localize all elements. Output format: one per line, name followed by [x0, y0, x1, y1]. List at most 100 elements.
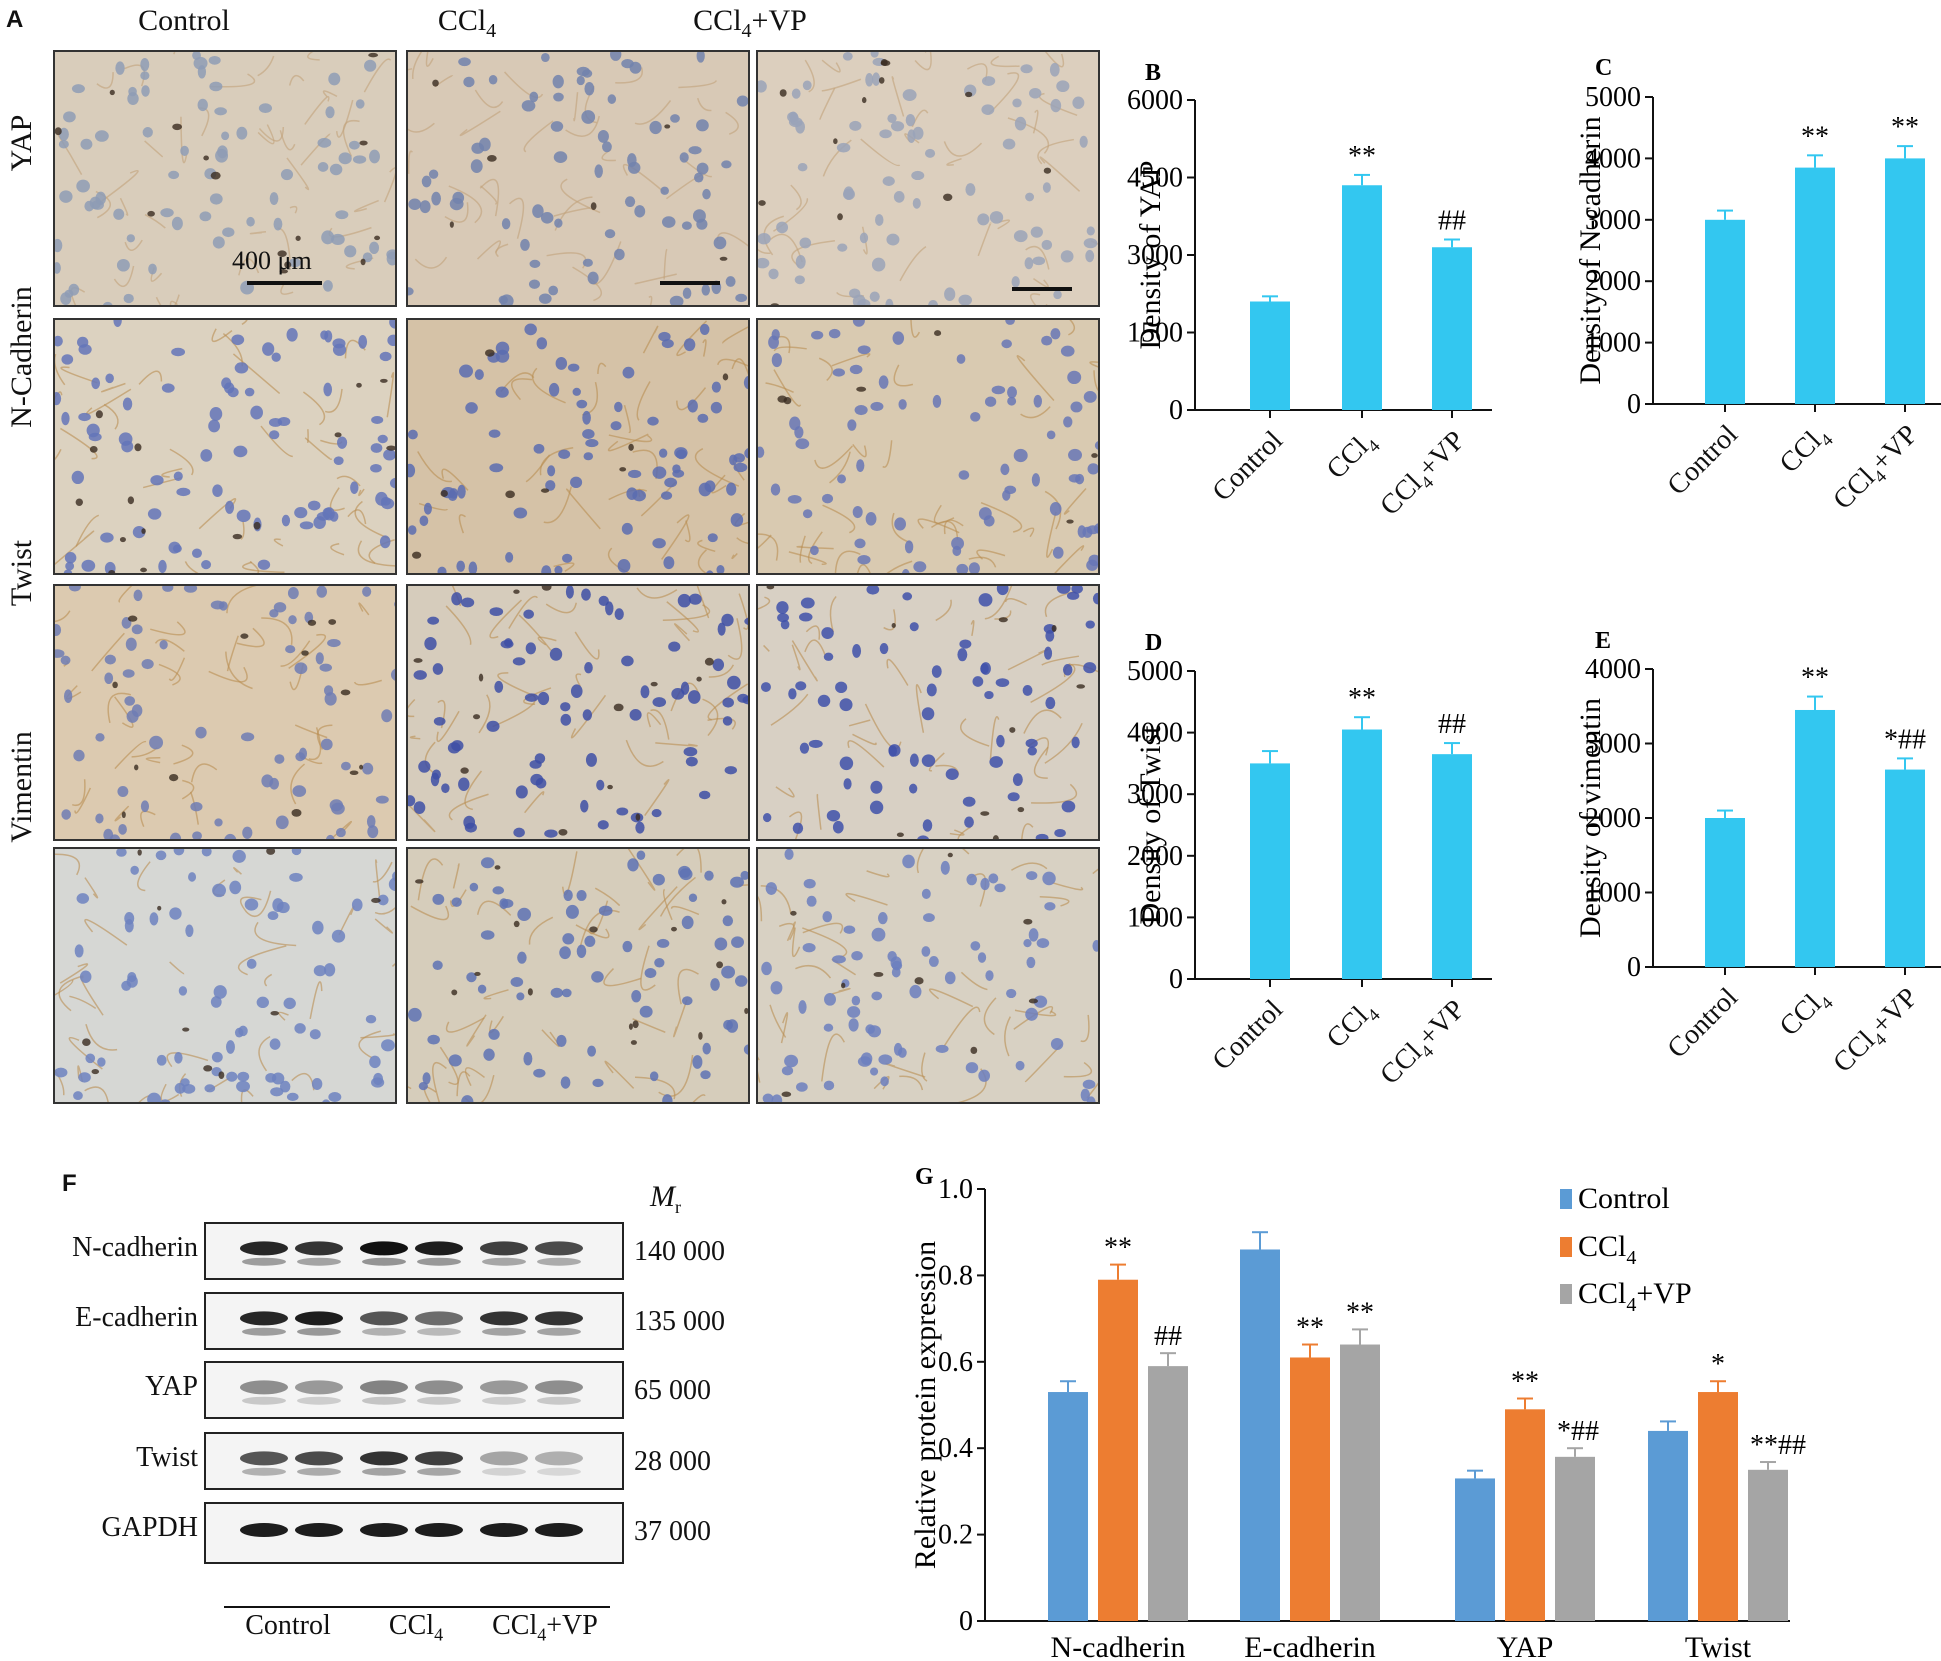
significance-label: **##: [1750, 1430, 1806, 1461]
category-label-2: CCl4+VP: [1827, 419, 1927, 519]
blot-group-label-ccl4-vp: CCl4+VP: [492, 1610, 598, 1645]
y-tick-label: 1500: [1127, 318, 1183, 349]
category-label: YAP: [1497, 1631, 1554, 1661]
blot-mr-value: 37 000: [634, 1516, 711, 1547]
y-tick-label: 0: [959, 1606, 973, 1637]
legend-swatch: [1560, 1237, 1572, 1257]
significance-label: **: [1296, 1313, 1324, 1344]
blot-group-line-ccl4: [352, 1606, 480, 1608]
bar: [1148, 1366, 1188, 1621]
blot-mr-value: 135 000: [634, 1306, 725, 1337]
blot-group-label-control: Control: [245, 1610, 331, 1641]
blot-group-label-ccl4: CCl4: [388, 1610, 444, 1645]
y-axis-label: Relative protein expression: [909, 1241, 942, 1569]
category-label-0: Control: [1662, 982, 1745, 1065]
category-label-1: CCl4: [1774, 419, 1837, 482]
legend-label: Control: [1578, 1182, 1670, 1215]
y-tick-label: 0.6: [938, 1347, 973, 1378]
significance-label: **: [1346, 1297, 1374, 1328]
bar: [1795, 709, 1835, 967]
panel-letter: B: [1145, 60, 1161, 86]
panel-letter: E: [1595, 628, 1611, 654]
significance-label: ##: [1154, 1321, 1182, 1352]
bar: [1885, 158, 1925, 404]
category-label-0: Control: [1207, 425, 1290, 508]
histology-image-n-cadherin-ccl4: [406, 318, 750, 575]
histology-image-n-cadherin-ccl4-vp: [756, 318, 1100, 575]
blot-image: [204, 1432, 624, 1490]
category-label-1: CCl4: [1321, 994, 1384, 1057]
bar: [1705, 818, 1745, 967]
category-label-0: Control: [1662, 419, 1745, 502]
panel-letter: D: [1145, 630, 1162, 656]
histology-image-vimentin-ccl4-vp: [756, 847, 1100, 1104]
blot-image: [204, 1361, 624, 1419]
ccl4-subscript-label: CCl4: [437, 4, 497, 42]
bar-chart-yap: B 0 1500 3000 4500 6000 Density of YAP Control *…: [1127, 60, 1492, 525]
blot-mr-value: 65 000: [634, 1375, 711, 1406]
y-tick-label: 4500: [1127, 163, 1183, 194]
bar-chart-vimentin: E 0 1000 2000 3000 4000 Density of vimentin Con…: [1574, 628, 1941, 1082]
bar: [1342, 729, 1382, 979]
blot-image: [204, 1222, 624, 1280]
y-tick-label: 0.2: [938, 1520, 973, 1551]
significance-label: *##: [1557, 1416, 1599, 1447]
panel-a-letter: A: [6, 6, 24, 33]
bar: [1648, 1430, 1688, 1621]
y-tick-label: 3000: [1127, 779, 1183, 810]
bar: [1885, 769, 1925, 967]
category-label: N-cadherin: [1051, 1631, 1186, 1661]
y-tick-label: 0: [1627, 389, 1641, 420]
legend-swatch: [1560, 1189, 1572, 1209]
legend-label: CCl4: [1578, 1230, 1636, 1269]
significance-label: ##: [1438, 206, 1466, 237]
histology-image-twist-control: [53, 584, 397, 841]
y-tick-label: 3000: [1585, 205, 1641, 236]
category-label-2: CCl4+VP: [1374, 425, 1474, 525]
y-tick-label: 5000: [1127, 656, 1183, 687]
blot-row-label: Twist: [136, 1442, 198, 1473]
y-tick-label: 0: [1169, 395, 1183, 426]
bar: [1250, 763, 1290, 979]
y-tick-label: 0.8: [938, 1260, 973, 1291]
category-label-1: CCl4: [1774, 982, 1837, 1045]
panel-letter: C: [1595, 55, 1612, 81]
blot-row-label: GAPDH: [101, 1512, 198, 1543]
histology-image-n-cadherin-control: [53, 318, 397, 575]
y-tick-label: 1000: [1127, 902, 1183, 933]
y-tick-label: 5000: [1585, 82, 1641, 113]
histology-image-twist-ccl4-vp: [756, 584, 1100, 841]
bar: [1432, 247, 1472, 410]
blot-image: [204, 1292, 624, 1350]
y-axis-label: Density of N-cadherin: [1574, 116, 1607, 384]
y-tick-label: 1000: [1585, 328, 1641, 359]
blot-row-label: YAP: [145, 1371, 198, 1402]
bar: [1290, 1357, 1330, 1621]
panel-f-letter: F: [62, 1170, 77, 1197]
significance-label: ##: [1438, 709, 1466, 740]
y-tick-label: 6000: [1127, 85, 1183, 116]
histology-image-yap-control: [53, 50, 397, 307]
legend-label: CCl4+VP: [1578, 1277, 1692, 1316]
column-header-ccl4: CCl4: [297, 4, 637, 43]
y-axis-label: Density of YAP: [1134, 161, 1167, 350]
category-label-2: CCl4+VP: [1374, 994, 1474, 1094]
y-axis-label: Density of Twist: [1134, 725, 1167, 925]
scale-bar: [247, 281, 322, 285]
scale-bar: [660, 281, 720, 285]
category-label-2: CCl4+VP: [1827, 982, 1927, 1082]
bar: [1048, 1392, 1088, 1621]
significance-label: **: [1801, 121, 1829, 152]
bar: [1795, 167, 1835, 404]
grouped-bar-chart-protein: G 0 0.2 0.4 0.6 0.8 1.0 Relative protein expres…: [909, 1164, 1806, 1661]
blot-group-line-control: [224, 1606, 352, 1608]
histology-image-twist-ccl4: [406, 584, 750, 841]
legend-swatch: [1560, 1284, 1572, 1304]
bar: [1098, 1279, 1138, 1621]
bar: [1240, 1249, 1280, 1621]
bar-chart-twist: D 0 1000 2000 3000 4000 5000 Density of Twist Co…: [1127, 630, 1492, 1094]
bar: [1455, 1478, 1495, 1621]
y-tick-label: 2000: [1127, 841, 1183, 872]
